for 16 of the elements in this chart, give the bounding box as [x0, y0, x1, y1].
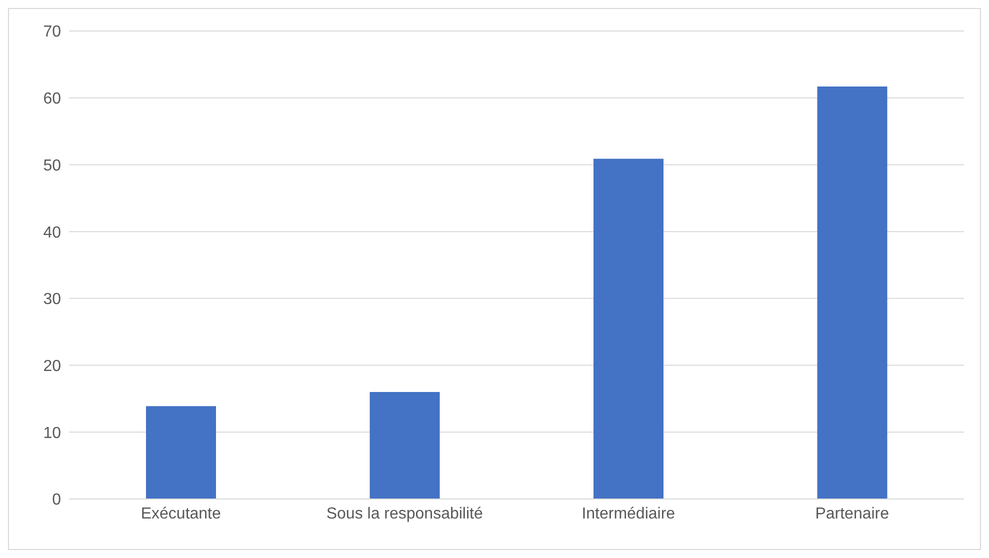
y-tick-label: 50 — [43, 157, 62, 174]
x-tick-label: Sous la responsabilité — [326, 505, 483, 522]
bar — [594, 158, 664, 499]
bar — [817, 86, 888, 499]
bar — [370, 392, 440, 499]
x-tick-label: Partenaire — [815, 505, 890, 522]
x-tick-label: Intermédiaire — [582, 505, 676, 522]
y-tick-label: 20 — [43, 358, 62, 375]
y-tick-label: 0 — [52, 492, 62, 509]
y-tick-label: 30 — [43, 291, 62, 308]
bar — [146, 406, 216, 499]
y-tick-label: 70 — [43, 24, 62, 41]
y-tick-label: 40 — [43, 224, 62, 242]
y-tick-label: 60 — [43, 90, 62, 108]
y-tick-label: 10 — [43, 424, 62, 442]
x-tick-label: Exécutante — [140, 505, 221, 522]
